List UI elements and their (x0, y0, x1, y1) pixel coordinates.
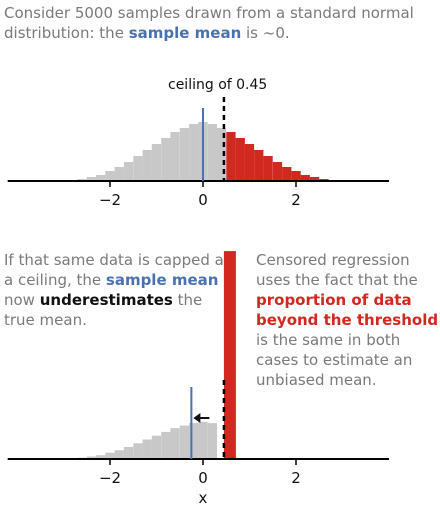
histogram-bar (86, 456, 97, 459)
histogram-bar (272, 162, 283, 181)
histogram-bar (263, 156, 273, 181)
x-axis-label: x (199, 489, 208, 507)
histogram-bar (123, 162, 134, 181)
histogram-bar (105, 171, 115, 181)
x-tick-label: −2 (99, 469, 121, 487)
x-tick-label: 2 (291, 191, 301, 209)
histogram-bar (207, 124, 217, 181)
x-tick-label: 2 (291, 469, 301, 487)
histogram-bar (282, 167, 292, 181)
x-tick-label: −2 (99, 191, 121, 209)
histogram-bar (96, 455, 106, 459)
intro-text: Consider 5000 samples drawn from a stand… (4, 3, 440, 43)
left-note-part2: now (4, 291, 40, 309)
histogram-bar (133, 156, 143, 181)
histogram-bar (170, 428, 180, 459)
histogram-bar (151, 144, 162, 181)
ceiling-label: ceiling of 0.45 (168, 77, 268, 93)
histogram-bar (226, 132, 236, 181)
left-note-highlight1: sample mean (105, 271, 219, 289)
histogram-bar (142, 150, 152, 181)
histogram-bar (105, 452, 115, 459)
histogram-bar (170, 132, 180, 181)
x-tick-label: 0 (198, 469, 208, 487)
histogram-bar (198, 421, 208, 459)
histogram-bar (223, 251, 236, 459)
left-note-part3: the true mean. (4, 291, 203, 329)
x-tick-label: 0 (198, 191, 208, 209)
histogram-bar (123, 447, 134, 459)
histogram-bar (151, 435, 162, 459)
histogram-bar (291, 171, 301, 181)
intro-part2: is ~0. (241, 24, 290, 42)
histogram-bar (300, 175, 310, 181)
histogram-bar (133, 443, 143, 460)
histogram-bar (189, 423, 199, 459)
left-note-highlight2: underestimates (39, 291, 173, 309)
histogram-bar (179, 425, 190, 459)
histogram-bar (114, 450, 124, 459)
right-note-part1: Censored regression uses the fact that t… (256, 251, 418, 289)
left-note-part1: If that same data is capped at a ceiling… (4, 251, 230, 289)
histogram-bar (114, 167, 124, 181)
shift-arrow-head (193, 413, 201, 423)
histogram-bar (207, 423, 217, 459)
right-note-highlight: proportion of data beyond the threshold (256, 291, 439, 329)
histogram-bar (161, 431, 171, 459)
histogram-bar (216, 128, 227, 181)
histogram-bar (235, 138, 245, 181)
histogram-bar (161, 138, 171, 181)
histogram-bar (142, 439, 152, 459)
intro-part1: Consider 5000 samples drawn from a stand… (4, 4, 414, 42)
left-note: If that same data is capped at a ceiling… (4, 250, 234, 330)
right-note: Censored regression uses the fact that t… (256, 250, 440, 390)
histogram-bar (96, 175, 106, 181)
histogram-bar (254, 150, 264, 181)
histogram-bar (189, 124, 199, 181)
histogram-bar (309, 177, 320, 181)
right-note-part2: is the same in both cases to estimate an… (256, 331, 413, 389)
histogram-bar (179, 128, 190, 181)
histogram-bar (244, 144, 255, 181)
histogram-bar (86, 177, 97, 181)
intro-highlight: sample mean (128, 24, 242, 42)
